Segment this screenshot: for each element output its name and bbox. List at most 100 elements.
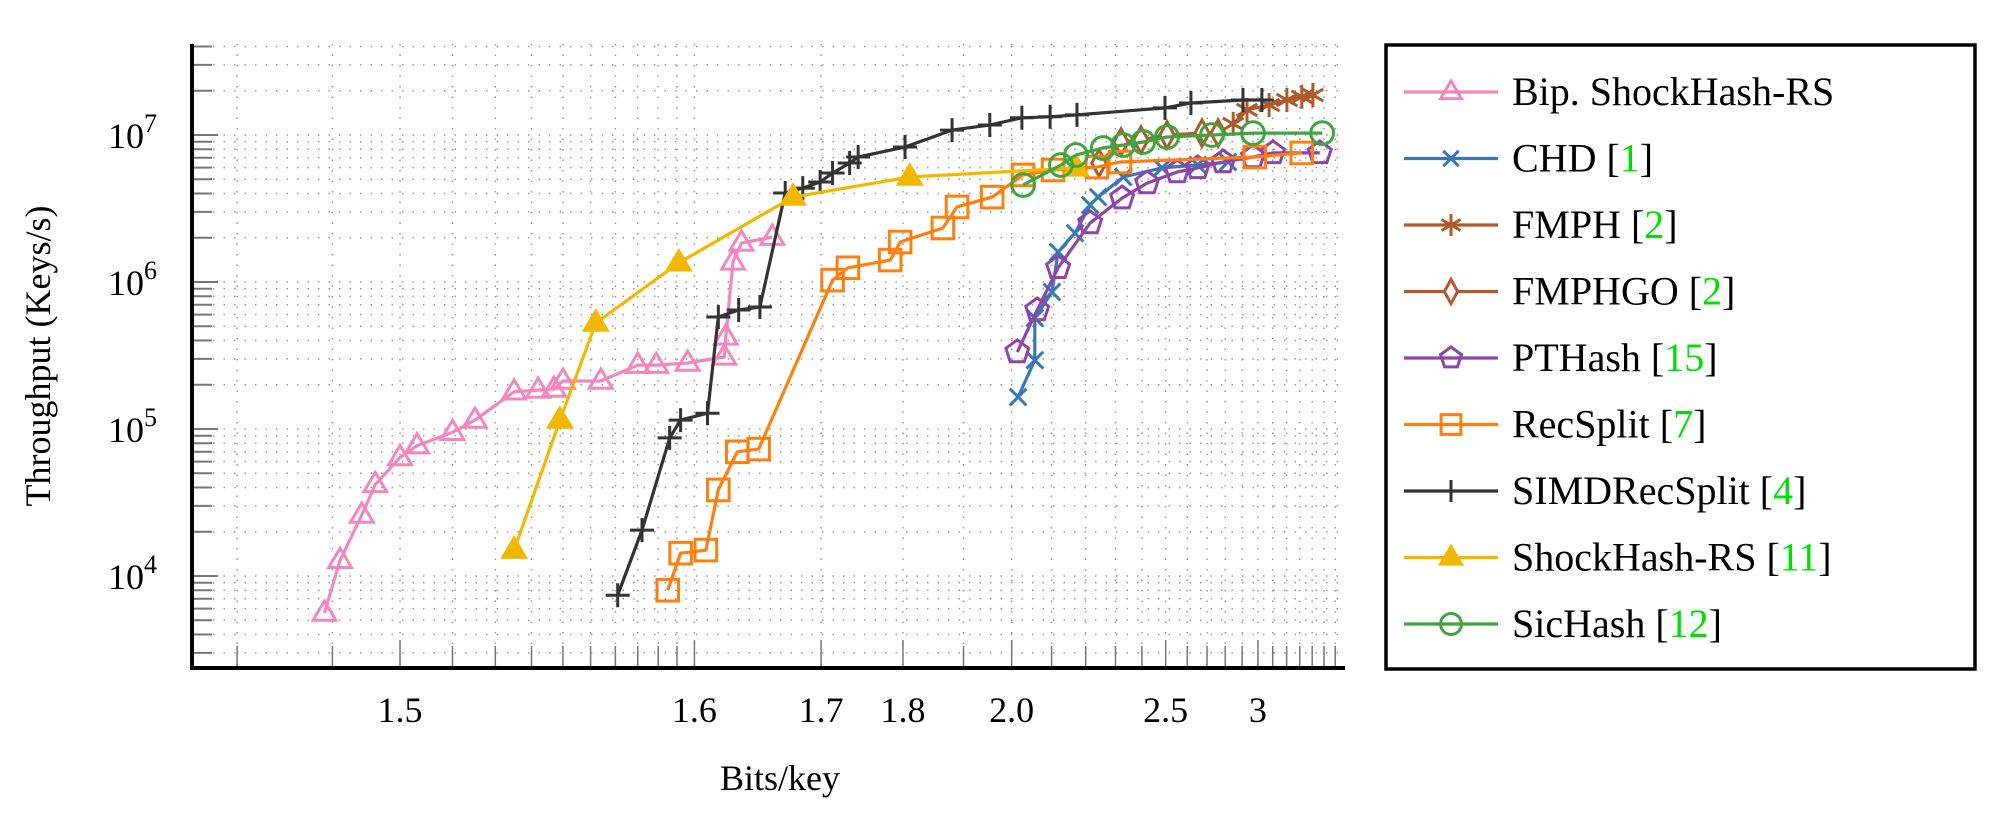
triangle-marker [326,545,355,569]
triangle-marker [460,405,489,429]
circle-marker [1010,172,1037,198]
circle-marker [1309,120,1336,147]
triangle-marker [581,308,610,332]
square-marker [693,537,719,563]
pentagon-marker [1306,139,1334,165]
triangle-marker [758,222,787,246]
series-fmph [1222,83,1325,136]
series-recsplit [655,140,1315,603]
x-marker [1025,350,1045,370]
circle-marker [1198,122,1225,148]
legend-label: FMPH [2] [1512,202,1678,247]
asterisk-marker [1275,88,1299,113]
legend-entry-recsplit: RecSplit [7] [1404,402,1706,447]
legend-label: FMPHGO [2] [1512,269,1735,314]
legend-label: Bip. ShockHash-RS [1512,69,1834,114]
legend-label: SicHash [12] [1512,601,1722,646]
square-marker [1010,162,1036,188]
pentagon-marker [1259,139,1287,165]
triangle-marker [1437,543,1465,566]
square-marker [835,255,861,281]
pentagon-marker [1133,169,1161,195]
plus-marker [1009,105,1034,130]
legend-label: CHD [1] [1512,136,1653,181]
square-marker [979,184,1005,210]
series-group [310,83,1336,622]
square-marker [655,577,681,603]
x-marker [1042,282,1062,302]
plus-marker [940,118,965,143]
plus-marker [726,297,751,322]
series-line [512,166,1077,551]
triangle-marker [500,535,529,559]
plus-marker [695,401,720,426]
y-tick-label: 105 [108,403,157,450]
plus-marker [893,135,918,160]
asterisk-marker [1301,83,1325,108]
plus-marker [657,425,682,450]
legend-label: SIMDRecSplit [4] [1512,468,1806,513]
legend-entry-pthash: PTHash [15] [1404,335,1718,380]
x-marker [1442,149,1460,168]
y-tick-label: 104 [108,550,157,597]
square-marker [930,215,956,241]
x-tick-label: 1.6 [672,690,717,730]
y-axis-label: Throughput (Keys/s) [18,206,58,507]
legend-entry-chd: CHD [1] [1404,136,1653,181]
plus-marker [1178,91,1203,116]
y-tick-labels: 104 105 106 107 [108,109,157,597]
plus-marker [668,408,693,433]
plus-marker [846,145,871,170]
triangle-marker [361,469,390,494]
pentagon-marker [1438,345,1464,369]
plus-marker [977,112,1002,137]
square-marker [820,267,845,293]
circle-marker [1240,120,1266,147]
triangle-marker [673,348,702,372]
plus-marker [706,304,731,329]
pentagon-marker [1184,154,1211,180]
series-sichash [1010,120,1336,198]
plus-marker [1153,95,1177,120]
legend-entry-fmph: FMPH [2] [1404,202,1678,247]
x-tick-label: 1.5 [378,690,423,730]
pentagon-marker [1108,184,1136,210]
triangle-marker [1437,78,1465,101]
x-tick-label: 1.8 [880,690,925,730]
square-marker [944,194,970,220]
pentagon-marker [1044,253,1072,279]
legend-entry-fmphgo: FMPHGO [2] [1404,269,1735,314]
triangle-marker [623,350,652,374]
pentagon-marker [1004,338,1031,364]
triangle-marker [539,374,568,398]
legend-entry-shockhash-rs: ShockHash-RS [11] [1404,535,1832,580]
axis-ticks [192,45,1337,668]
x-marker [1008,387,1028,407]
pentagon-marker [1076,209,1104,235]
circle-marker [1154,124,1180,150]
triangle-marker [586,366,615,390]
legend-label: ShockHash-RS [11] [1512,535,1832,580]
legend-entry-simdrecsplit: SIMDRecSplit [4] [1404,468,1806,513]
triangle-marker [438,417,467,441]
triangle-marker [347,500,376,524]
plus-marker [808,169,833,194]
series-shockhash-rs [500,152,1091,559]
plus-marker [1038,104,1063,129]
diamond-marker [1442,276,1460,307]
legend-label: RecSplit [7] [1512,402,1706,447]
asterisk-marker [1440,214,1462,236]
triangle-marker [402,430,432,455]
plus-marker [1064,102,1089,127]
axis-frame [190,44,1345,670]
plus-marker [747,294,772,319]
circle-marker [1089,135,1116,161]
square-marker [706,477,731,503]
triangle-marker [524,375,553,399]
triangle-marker [719,246,748,271]
triangle-marker [664,247,693,272]
series-line [1015,151,1320,353]
square-marker [746,436,771,462]
circle-marker [1439,612,1463,636]
y-tick-label: 106 [108,256,157,303]
